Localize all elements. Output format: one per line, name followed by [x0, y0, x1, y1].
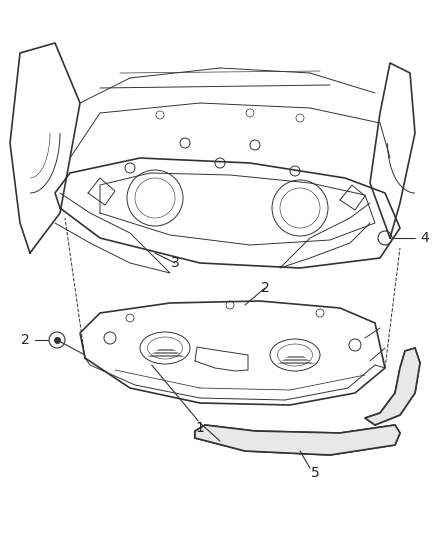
Text: o: o [54, 335, 60, 344]
Polygon shape [365, 348, 420, 425]
Text: 5: 5 [311, 466, 319, 480]
Text: 4: 4 [420, 231, 429, 245]
Text: 2: 2 [261, 281, 269, 295]
Text: 1: 1 [195, 421, 205, 435]
Polygon shape [195, 425, 400, 455]
Text: 2: 2 [21, 333, 29, 347]
Text: 3: 3 [171, 256, 180, 270]
